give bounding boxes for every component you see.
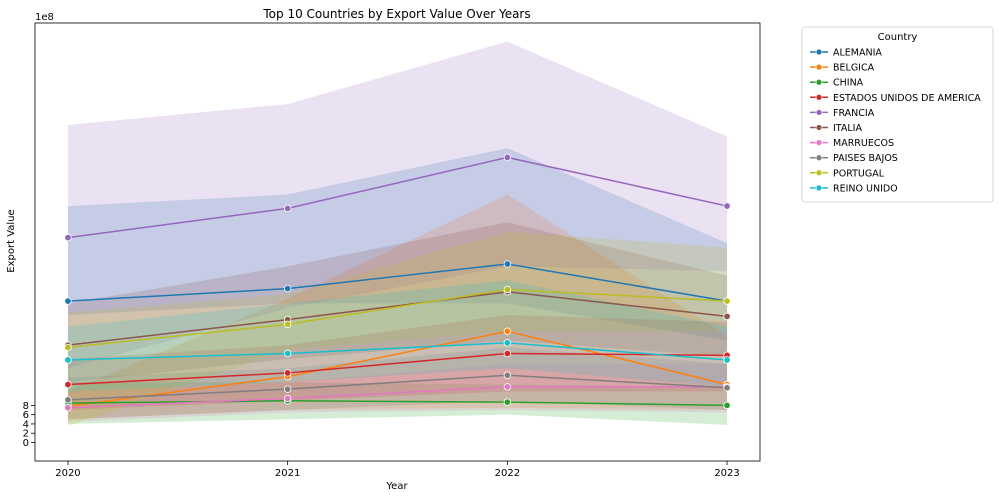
confidence-band-francia bbox=[67, 41, 728, 369]
legend-label-francia: FRANCIA bbox=[833, 108, 875, 119]
data-point-marruecos bbox=[64, 403, 72, 412]
legend-label-portugal: PORTUGAL bbox=[833, 168, 885, 179]
data-point-estados-unidos-de-america bbox=[283, 369, 292, 377]
data-point-paises-bajos bbox=[283, 385, 292, 393]
series-line-belgica bbox=[67, 330, 728, 408]
data-point-marruecos bbox=[283, 394, 292, 403]
data-point-francia bbox=[503, 153, 512, 162]
legend-marker-reino-unido bbox=[815, 184, 823, 192]
data-point-alemania bbox=[64, 297, 72, 305]
legend-marker-alemania bbox=[815, 48, 823, 56]
legend-marker-estados-unidos-de-america bbox=[815, 93, 823, 101]
data-point-paises-bajos bbox=[64, 396, 72, 404]
legend-marker-italia bbox=[815, 124, 823, 131]
data-point-francia bbox=[283, 204, 292, 213]
legend-label-estados-unidos-de-america: ESTADOS UNIDOS DE AMERICA bbox=[833, 93, 981, 104]
data-point-portugal bbox=[503, 285, 512, 294]
legend-marker-paises-bajos bbox=[815, 154, 823, 162]
confidence-band-reino-unido bbox=[67, 280, 728, 392]
y-axis-label: Export Value bbox=[6, 209, 17, 272]
legend-marker-china bbox=[815, 78, 823, 86]
series-line-francia bbox=[67, 156, 728, 239]
legend-label-belgica: BELGICA bbox=[833, 63, 875, 74]
series-line-alemania bbox=[67, 263, 728, 302]
y-tick-label: 6 bbox=[23, 410, 29, 421]
data-point-francia bbox=[64, 233, 72, 242]
data-point-alemania bbox=[503, 260, 512, 268]
data-point-paises-bajos bbox=[723, 384, 731, 392]
series-markers bbox=[64, 153, 731, 412]
legend-marker-belgica bbox=[815, 63, 823, 71]
data-point-portugal bbox=[723, 297, 731, 305]
x-tick-label: 2023 bbox=[714, 468, 739, 479]
data-point-reino-unido bbox=[64, 356, 72, 364]
data-point-china bbox=[503, 398, 512, 406]
y-axis-offset-label: 1e8 bbox=[35, 12, 54, 23]
confidence-bands bbox=[67, 41, 728, 427]
series-line-paises-bajos bbox=[67, 374, 728, 401]
y-tick-label: 4 bbox=[23, 419, 29, 430]
legend-label-paises-bajos: PAISES BAJOS bbox=[833, 153, 898, 164]
confidence-band-portugal bbox=[67, 231, 728, 427]
x-axis-label: Year bbox=[385, 481, 408, 492]
data-point-portugal bbox=[64, 343, 72, 352]
data-point-estados-unidos-de-america bbox=[503, 349, 512, 358]
data-point-francia bbox=[723, 202, 731, 210]
legend-label-reino-unido: REINO UNIDO bbox=[833, 183, 898, 194]
data-point-reino-unido bbox=[723, 356, 731, 364]
legend-label-china: CHINA bbox=[833, 78, 864, 89]
legend-marker-francia bbox=[815, 109, 823, 116]
x-tick-label: 2021 bbox=[275, 468, 300, 479]
confidence-band-italia bbox=[67, 222, 728, 383]
data-point-belgica bbox=[503, 327, 512, 335]
data-point-marruecos bbox=[503, 383, 512, 391]
y-tick-label: 2 bbox=[23, 429, 29, 440]
data-point-reino-unido bbox=[283, 349, 292, 358]
x-tick-label: 2022 bbox=[495, 468, 520, 479]
y-tick-label: 8 bbox=[23, 401, 29, 412]
legend: Country ALEMANIA BELGICA CHINA ESTADOS UNIDO… bbox=[801, 26, 994, 203]
series-line-portugal bbox=[67, 288, 728, 349]
series-line-estados-unidos-de-america bbox=[67, 352, 728, 386]
x-tick-label: 2020 bbox=[55, 468, 80, 479]
legend-label-alemania: ALEMANIA bbox=[833, 48, 882, 59]
legend-label-marruecos: MARRUECOS bbox=[833, 138, 894, 149]
chart-title: Top 10 Countries by Export Value Over Ye… bbox=[262, 7, 530, 21]
data-point-alemania bbox=[283, 284, 292, 293]
series-lines bbox=[67, 156, 728, 409]
series-line-italia bbox=[67, 291, 728, 346]
y-tick-label: 0 bbox=[23, 438, 29, 449]
data-point-portugal bbox=[283, 320, 292, 328]
data-point-reino-unido bbox=[503, 339, 512, 347]
data-point-china bbox=[723, 401, 731, 410]
legend-marker-portugal bbox=[815, 169, 823, 177]
data-point-italia bbox=[723, 312, 731, 321]
series-line-china bbox=[67, 399, 728, 407]
legend-title: Country bbox=[878, 32, 918, 43]
data-point-paises-bajos bbox=[503, 371, 512, 379]
legend-box bbox=[801, 26, 994, 203]
confidence-band-china bbox=[67, 382, 728, 425]
plot-frame bbox=[34, 22, 761, 462]
series-line-marruecos bbox=[67, 386, 728, 409]
legend-label-italia: ITALIA bbox=[833, 123, 862, 134]
series-line-reino-unido bbox=[67, 342, 728, 361]
legend-marker-marruecos bbox=[815, 139, 823, 146]
data-point-estados-unidos-de-america bbox=[64, 380, 72, 389]
